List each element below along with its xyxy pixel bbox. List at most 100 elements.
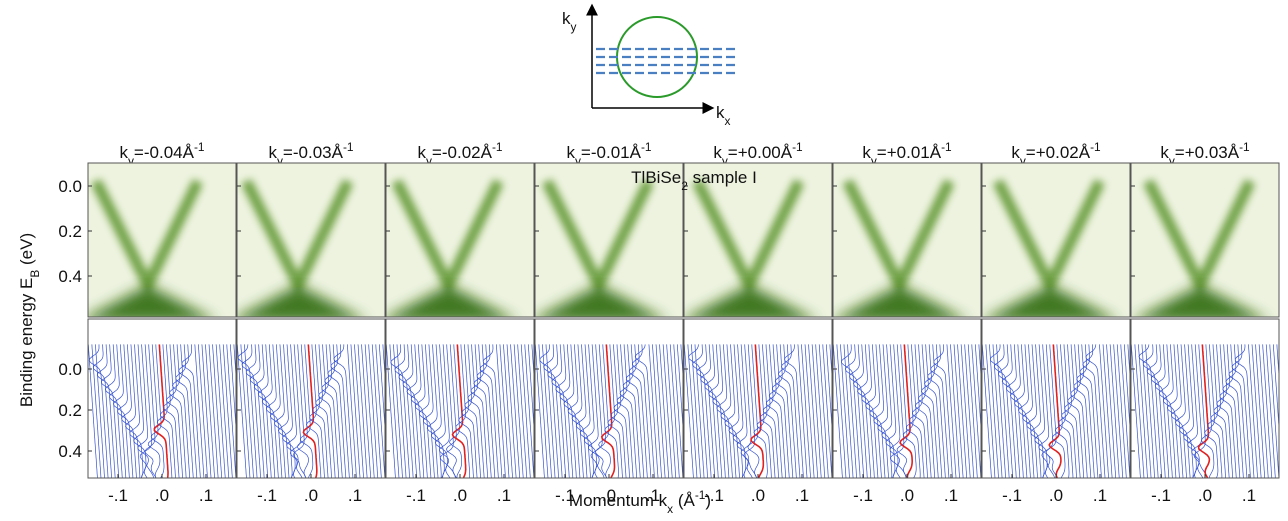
x-tick-label: .0 (602, 486, 616, 505)
edc-curve (137, 344, 149, 478)
edc-curve (1216, 344, 1234, 478)
edc-curve (625, 344, 645, 478)
edc-curve (953, 344, 964, 478)
edc-curve (676, 344, 683, 434)
edc-curve (575, 344, 591, 478)
text-part: y (871, 154, 877, 168)
y-tick-label: 0.2 (58, 222, 82, 241)
edc-curve (1231, 344, 1251, 478)
panel-title: ky=-0.03Å-1 (268, 140, 353, 168)
edc-curve (198, 344, 208, 478)
edc-curve (607, 344, 623, 478)
text-part: (Å (673, 491, 695, 510)
text-part: Momentum k (569, 491, 668, 510)
text-part: =-0.04Å (134, 143, 195, 162)
edc-curve (1064, 344, 1081, 478)
edc-curve (613, 344, 630, 478)
text-part: -1 (641, 140, 652, 154)
text-part: =-0.02Å (432, 143, 493, 162)
edc-curve (822, 344, 832, 478)
edc-curve (503, 344, 513, 478)
edc-curve (652, 344, 662, 478)
x-tick-label: .1 (944, 486, 958, 505)
y-tick-label: 0.4 (58, 267, 82, 286)
edc-curve (762, 344, 779, 478)
edc-curve (175, 344, 194, 478)
edc-curve (212, 344, 223, 478)
text-part: Binding energy E (17, 278, 36, 407)
text-part: 2 (681, 179, 688, 193)
map-frame (1130, 162, 1280, 318)
x-tick-label: .0 (900, 486, 914, 505)
text-part: x (667, 502, 673, 516)
edc-curve (113, 344, 130, 478)
edc-curve (125, 344, 141, 478)
panel-title: ky=+0.00Å-1 (713, 140, 803, 168)
edc-curve (1183, 344, 1197, 478)
map-background (88, 163, 236, 317)
arpes-map (535, 163, 683, 317)
edc-curve (1269, 344, 1279, 478)
map-frame (87, 162, 237, 318)
edc-curve (371, 344, 382, 478)
map-frame (534, 162, 684, 318)
edc-curve (253, 344, 272, 478)
edc-curve (619, 344, 638, 478)
edc-curve (1038, 344, 1051, 478)
text-part: -1 (194, 140, 205, 154)
text-part: -1 (792, 140, 803, 154)
edc-curve (774, 344, 794, 478)
edc-curve (1001, 344, 1021, 478)
edc-curve (402, 344, 421, 478)
edc-curve (694, 344, 705, 478)
edc-curve (129, 344, 144, 478)
panel-title: ky=+0.03Å-1 (1160, 140, 1250, 168)
edc-curve (91, 344, 102, 478)
edc-curve (708, 344, 726, 478)
x-tick-label: -.1 (108, 486, 128, 505)
edc-curve (1123, 344, 1130, 434)
edc-curve (797, 344, 808, 478)
sample-annotation: TlBiSe2 sample I (631, 168, 757, 193)
text-part: sample I (688, 168, 757, 187)
edc-curve (315, 344, 332, 478)
y-tick-label: 0.0 (58, 177, 82, 196)
edc-curve (171, 344, 191, 478)
edc-curve (998, 344, 1017, 478)
edc-stack (386, 344, 534, 478)
edc-curve (520, 344, 531, 478)
edc-curve (1146, 344, 1166, 478)
x-tick-label: .0 (1049, 486, 1063, 505)
edc-curve (144, 344, 157, 478)
edc-curve (1150, 344, 1170, 478)
text-part: =-0.03Å (283, 143, 344, 162)
edc-curve (818, 344, 829, 478)
edc-curve (181, 344, 201, 478)
lower-cone (989, 285, 1111, 317)
lower-cone (388, 285, 510, 317)
edc-curve (1141, 344, 1152, 478)
lower-cone (838, 285, 961, 317)
edc-curve (1045, 344, 1058, 478)
edc-curve (431, 344, 445, 478)
edc-curve (1138, 344, 1159, 478)
edc-curve (229, 344, 236, 434)
edc-curve (1106, 344, 1117, 478)
edc-curve (1225, 344, 1244, 478)
edc-curve (772, 344, 790, 478)
edc-curve (747, 344, 760, 478)
edc-curve (736, 344, 750, 478)
edc-curve (1006, 344, 1024, 478)
x-tick-label: .1 (646, 486, 660, 505)
upper-cone (992, 179, 1105, 298)
edc-curve-center (302, 344, 318, 478)
map-frame (832, 162, 982, 318)
edc-curve (368, 344, 379, 478)
x-tick-label: -.1 (704, 486, 724, 505)
panel-title: ky=-0.04Å-1 (119, 140, 204, 168)
arpes-map (833, 163, 981, 317)
edc-curve (226, 344, 236, 478)
edc-curve (361, 344, 372, 478)
text-part: (eV) (17, 233, 36, 270)
edc-curve (950, 344, 960, 478)
